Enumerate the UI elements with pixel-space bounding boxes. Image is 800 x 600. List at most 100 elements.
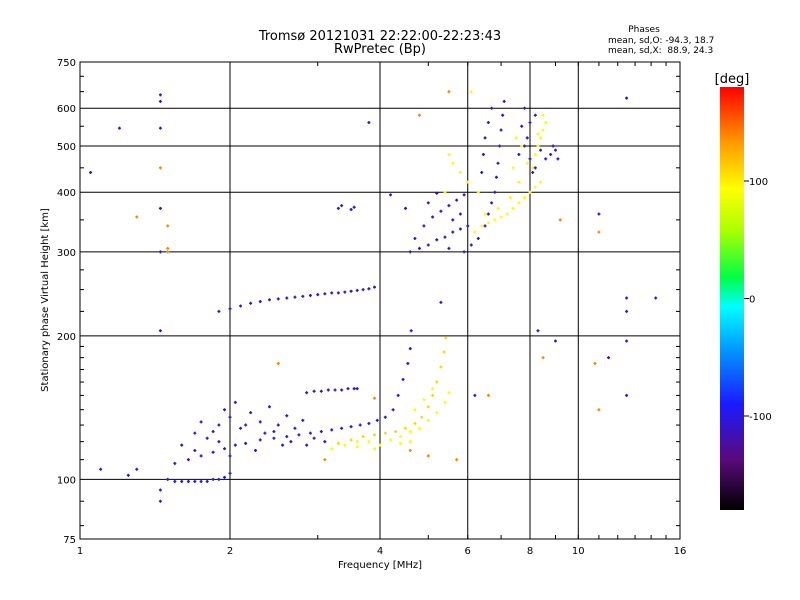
data-point [166,224,170,228]
data-point [166,246,170,250]
data-point [358,423,362,427]
data-point [481,152,485,156]
data-point [263,431,267,435]
stats-x-mode: mean, sd,X: 88.9, 24.3 [608,46,713,56]
data-point [391,408,395,412]
y-tick-label: 100 [57,475,76,486]
data-point [525,136,529,140]
data-point [451,230,455,234]
data-point [520,124,524,128]
data-point [301,418,305,422]
data-point [267,405,271,409]
data-point [158,250,162,254]
data-point [373,285,377,289]
data-point [455,198,459,202]
data-point [493,218,497,222]
data-point [451,218,455,222]
data-point [403,206,407,210]
data-point [389,193,393,197]
data-point [249,301,253,305]
data-point [228,307,232,311]
data-point [528,157,532,161]
data-point [533,185,537,189]
chart-subtitle: RwPretec (Bp) [334,42,426,57]
data-point [166,477,170,481]
data-point [462,250,466,254]
data-point [420,415,424,419]
data-point [186,479,190,483]
data-point [135,215,139,219]
data-point [301,294,305,298]
data-point [413,236,417,240]
data-point [431,387,435,391]
data-point [199,479,203,483]
data-point [625,393,629,397]
data-point [323,440,327,444]
data-point [158,206,162,210]
data-point [439,209,443,213]
data-point [462,193,466,197]
data-point [373,396,377,400]
data-point [483,136,487,140]
data-point [408,440,412,444]
data-point [539,148,543,152]
data-point [367,287,371,291]
data-point [355,288,359,292]
data-point [403,426,407,430]
x-tick-label: 16 [674,546,687,557]
data-point [523,106,527,110]
data-point [336,206,340,210]
data-point [281,443,285,447]
data-point [597,230,601,234]
data-point [499,128,503,132]
data-point [272,436,276,440]
data-point [517,180,521,184]
data-point [528,121,532,125]
data-point [480,224,484,228]
y-tick-label: 600 [57,104,76,115]
data-point [258,438,262,442]
data-point [541,128,545,132]
data-point [349,289,353,293]
y-tick-label: 75 [63,535,76,546]
data-point [399,441,403,445]
stats-heading: Phases [628,25,660,35]
data-point [406,361,410,365]
x-axis-ticks: 1 2 4 6 8 10 16 [77,62,687,557]
data-point [443,190,447,194]
data-point [528,190,532,194]
data-point [413,408,417,412]
data-point [447,90,451,94]
data-point [378,443,382,447]
data-point [539,136,543,140]
data-point [439,300,443,304]
data-point [217,477,221,481]
data-point [126,473,130,477]
x-tick-label: 6 [465,546,471,557]
data-point [473,230,477,234]
y-tick-label: 500 [57,142,76,153]
x-tick-label: 2 [227,546,233,557]
data-point [413,421,417,425]
data-point [343,443,347,447]
data-point [276,297,280,301]
x-tick-label: 1 [77,546,83,557]
data-point [466,224,470,228]
data-point [361,435,365,439]
data-point [349,425,353,429]
data-point [193,431,197,435]
data-point [593,361,597,365]
data-point [158,488,162,492]
data-point [597,408,601,412]
data-point [417,246,421,250]
data-point [426,405,430,409]
data-point [293,426,297,430]
data-point [389,438,393,442]
data-point [173,479,177,483]
data-point [541,356,545,360]
data-point [486,212,490,216]
data-point [531,170,535,174]
data-point [158,126,162,130]
data-point [523,195,527,199]
data-point [496,206,500,210]
